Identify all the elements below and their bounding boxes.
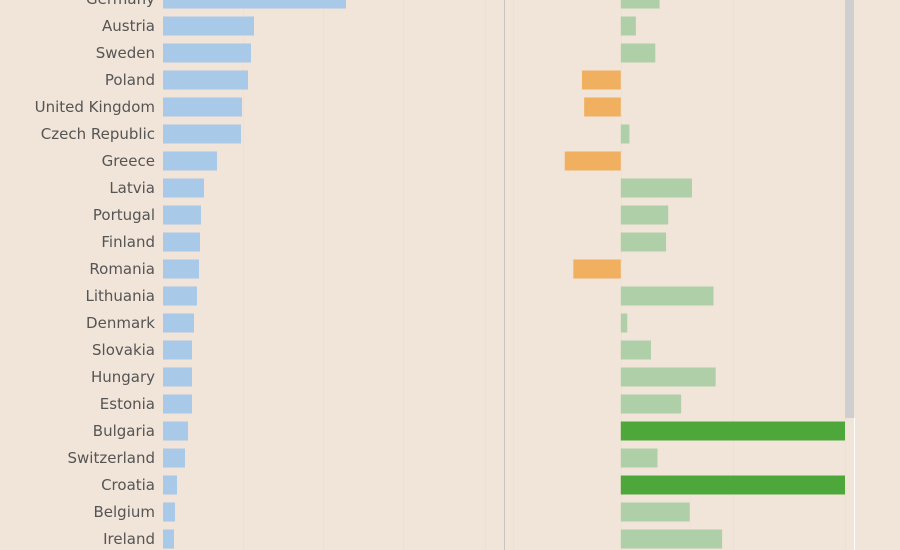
right-bar — [620, 178, 692, 198]
country-label: Sweden — [96, 44, 155, 62]
right-bar — [564, 151, 621, 171]
scrollbar-track — [845, 0, 854, 418]
country-label: Romania — [89, 260, 155, 278]
right-bar — [620, 232, 667, 252]
country-label: Slovakia — [92, 341, 155, 359]
left-bar — [163, 124, 241, 144]
right-bar — [620, 124, 630, 144]
left-bar — [163, 178, 204, 198]
right-bar — [620, 0, 660, 9]
country-label: Greece — [102, 152, 155, 170]
left-bar — [163, 232, 200, 252]
country-label: Poland — [105, 71, 155, 89]
left-bar — [163, 313, 194, 333]
right-bar — [620, 529, 723, 549]
country-label: Croatia — [101, 476, 155, 494]
left-bar — [163, 43, 251, 63]
right-bar — [620, 394, 682, 414]
country-label: Germany — [86, 0, 155, 8]
left-bar — [163, 529, 174, 549]
right-bar — [620, 502, 690, 522]
country-label: Switzerland — [68, 449, 156, 467]
right-bar — [573, 259, 621, 279]
right-bar — [620, 421, 845, 441]
country-label: Czech Republic — [41, 125, 155, 143]
country-label: Finland — [101, 233, 155, 251]
right-bar — [620, 16, 636, 36]
country-label: Lithuania — [86, 287, 155, 305]
gridlines — [243, 0, 846, 550]
right-bar-series — [564, 0, 845, 549]
country-labels: Germany Austria Sweden Poland United Kingdom… — [35, 0, 156, 548]
left-bar — [163, 367, 192, 387]
right-bar — [620, 448, 658, 468]
right-bar — [620, 340, 651, 360]
left-bar — [163, 259, 199, 279]
country-label: Austria — [102, 17, 155, 35]
left-bar — [163, 205, 201, 225]
right-bar — [620, 43, 656, 63]
country-label: Portugal — [93, 206, 155, 224]
left-bar-series — [163, 0, 346, 549]
left-bar — [163, 340, 192, 360]
left-bar — [163, 97, 242, 117]
right-bar — [581, 70, 621, 90]
left-bar — [163, 448, 185, 468]
left-bar — [163, 421, 188, 441]
country-label: Belgium — [94, 503, 156, 521]
right-bar — [620, 205, 669, 225]
right-bar — [584, 97, 621, 117]
right-bar — [620, 367, 716, 387]
left-bar — [163, 151, 217, 171]
left-bar — [163, 286, 197, 306]
left-bar — [163, 475, 177, 495]
country-label: Denmark — [86, 314, 155, 332]
chart-decorations — [504, 0, 855, 550]
left-bar — [163, 394, 192, 414]
right-bar — [620, 475, 845, 495]
right-bar — [620, 313, 628, 333]
left-bar — [163, 70, 248, 90]
right-bar — [620, 286, 714, 306]
left-bar — [163, 502, 175, 522]
country-label: Bulgaria — [93, 422, 155, 440]
country-label: United Kingdom — [35, 98, 155, 116]
country-label: Ireland — [103, 530, 155, 548]
country-label: Estonia — [100, 395, 155, 413]
country-label: Latvia — [109, 179, 155, 197]
left-bar — [163, 16, 254, 36]
left-bar — [163, 0, 346, 9]
country-label: Hungary — [91, 368, 155, 386]
